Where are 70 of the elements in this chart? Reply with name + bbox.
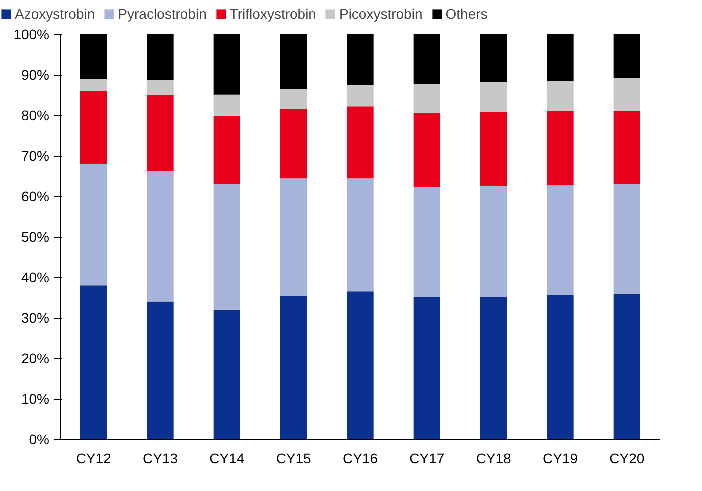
y-tick-label: 70% [21, 148, 50, 164]
bar [214, 184, 240, 310]
bar [214, 310, 240, 440]
x-tick-label: CY17 [410, 450, 445, 466]
bar [280, 178, 308, 297]
bar [214, 34, 240, 95]
bar [547, 186, 574, 296]
bar [614, 34, 640, 78]
bar [280, 34, 308, 90]
y-tick-label: 80% [21, 108, 50, 124]
bar [480, 186, 508, 298]
y-tick-label: 50% [21, 229, 50, 245]
x-tick-label: CY14 [210, 450, 245, 466]
bar [280, 89, 308, 110]
y-tick-label: 0% [29, 432, 50, 448]
bar [347, 34, 374, 86]
bar [547, 111, 574, 186]
legend-label: Picoxystrobin [339, 6, 423, 22]
bar [214, 94, 240, 116]
x-tick-label: CY19 [542, 450, 578, 466]
bar [80, 286, 108, 440]
bar [347, 178, 374, 292]
bar [414, 34, 440, 84]
bar [147, 302, 174, 440]
bar [80, 34, 108, 80]
y-tick-label: 90% [21, 67, 50, 83]
bar [347, 85, 374, 107]
bar [480, 82, 508, 112]
y-tick-label: 40% [21, 270, 50, 286]
legend-label: Azoxystrobin [15, 6, 96, 22]
bar [614, 78, 640, 112]
x-tick-label: CY20 [610, 450, 645, 466]
x-tick-label: CY12 [76, 450, 112, 466]
x-tick-label: CY15 [276, 450, 312, 466]
x-tick-label: CY13 [142, 450, 178, 466]
bar [414, 187, 440, 298]
bar [614, 184, 640, 295]
bar [80, 91, 108, 164]
bar [547, 295, 574, 440]
y-tick-label: 30% [21, 310, 50, 326]
bar [147, 170, 174, 302]
bar [347, 106, 374, 179]
bar [480, 34, 508, 82]
bar [147, 94, 174, 171]
x-tick-label: CY18 [476, 450, 512, 466]
bar [80, 164, 108, 286]
bar [414, 113, 440, 188]
bar [414, 297, 440, 440]
y-tick-label: 20% [21, 350, 50, 366]
legend-label: Others [446, 6, 488, 22]
bar [480, 297, 508, 440]
legend-label: Trifloxystrobin [230, 6, 316, 22]
bar [214, 116, 240, 184]
bar [347, 292, 374, 440]
bar [280, 109, 308, 179]
y-tick-label: 100% [14, 26, 50, 42]
bar [547, 81, 574, 112]
bar [480, 112, 508, 186]
y-tick-label: 10% [21, 391, 50, 407]
bar [147, 80, 174, 95]
bar [80, 79, 108, 92]
bar [547, 34, 574, 82]
bar [414, 84, 440, 114]
bar [614, 294, 640, 440]
bar [147, 34, 174, 80]
y-tick-label: 60% [21, 188, 50, 204]
x-tick-label: CY16 [342, 450, 378, 466]
bar [280, 296, 308, 440]
bar [614, 111, 640, 184]
legend-label: Pyraclostrobin [118, 6, 207, 22]
